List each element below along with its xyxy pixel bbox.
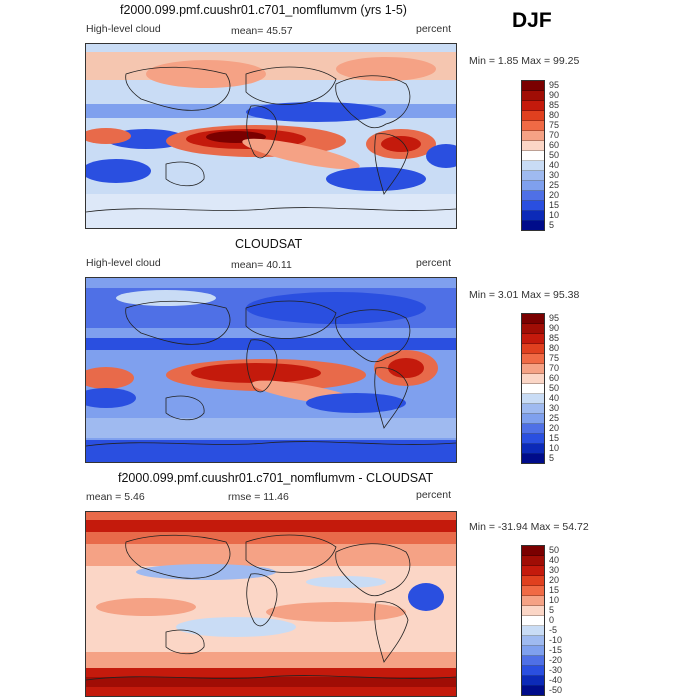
cbar3-label: -30: [549, 665, 563, 675]
cbar3-label: -20: [549, 655, 563, 665]
panel-3-mean: mean = 5.46: [86, 491, 145, 503]
cbar1-label: 25: [549, 180, 560, 190]
cbar1-label: 75: [549, 120, 560, 130]
cbar3-label: 40: [549, 555, 560, 565]
cbar1-label: 5: [549, 220, 555, 230]
cbar2-label: 60: [549, 373, 560, 383]
cbar2-label: 5: [549, 453, 555, 463]
cbar3-label: -50: [549, 685, 563, 695]
panel-3-title: f2000.099.pmf.cuushr01.c701_nomflumvm - …: [118, 471, 434, 485]
panel-1-mean: mean= 45.57: [231, 25, 293, 37]
cbar2-label: 85: [549, 333, 560, 343]
panel-2-colorbar: [521, 313, 545, 464]
cbar2-label: 50: [549, 383, 560, 393]
cbar2-label: 30: [549, 403, 560, 413]
panel-2-title: CLOUDSAT: [235, 237, 303, 251]
panel-1-title: f2000.099.pmf.cuushr01.c701_nomflumvm (y…: [120, 3, 407, 17]
cbar2-label: 90: [549, 323, 560, 333]
cbar1-label: 90: [549, 90, 560, 100]
panel-3-colorbar-labels: 50 40 30 20 15 10 5 0 -5 -10 -15 -20 -30…: [549, 545, 573, 695]
cbar3-label: -40: [549, 675, 563, 685]
panel-2-units: percent: [416, 257, 452, 269]
panel-1-minmax: Min = 1.85 Max = 99.25: [469, 55, 580, 67]
cbar2-label: 95: [549, 313, 560, 323]
season-label: DJF: [512, 9, 552, 32]
cbar2-label: 75: [549, 353, 560, 363]
cbar1-label: 15: [549, 200, 560, 210]
cbar3-label: -5: [549, 625, 558, 635]
panel-3-colorbar: [521, 545, 545, 696]
cbar1-label: 10: [549, 210, 560, 220]
cbar1-label: 50: [549, 150, 560, 160]
cbar3-label: 15: [549, 585, 560, 595]
panel-2-colorbar-labels: 95 90 85 80 75 70 60 50 40 30 25 20 15 1…: [549, 313, 569, 463]
cbar1-label: 60: [549, 140, 560, 150]
panel-1-units: percent: [416, 23, 452, 35]
cbar3-label: 5: [549, 605, 555, 615]
cbar2-label: 25: [549, 413, 560, 423]
panel-2-minmax: Min = 3.01 Max = 95.38: [469, 289, 580, 301]
cbar3-label: -10: [549, 635, 563, 645]
panel-3-rmse: rmse = 11.46: [228, 491, 289, 503]
cbar1-label: 95: [549, 80, 560, 90]
cbar2-label: 80: [549, 343, 560, 353]
cbar1-label: 80: [549, 110, 560, 120]
cbar3-label: 0: [549, 615, 555, 625]
cbar2-label: 70: [549, 363, 560, 373]
cbar3-label: 30: [549, 565, 560, 575]
cbar3-label: 10: [549, 595, 560, 605]
panel-3-units: percent: [416, 489, 452, 501]
panel-1-colorbar-labels: 95 90 85 80 75 70 60 50 40 30 25 20 15 1…: [549, 80, 569, 230]
cbar2-label: 10: [549, 443, 560, 453]
panel-3-map: [85, 511, 457, 697]
panel-2-variable-label: High-level cloud: [86, 257, 161, 269]
panel-2-map: [85, 277, 457, 463]
cbar1-label: 85: [549, 100, 560, 110]
cbar2-label: 20: [549, 423, 560, 433]
cbar1-label: 70: [549, 130, 560, 140]
panel-3-minmax: Min = -31.94 Max = 54.72: [469, 521, 589, 533]
cbar2-label: 15: [549, 433, 560, 443]
cbar2-label: 40: [549, 393, 560, 403]
cbar1-label: 30: [549, 170, 560, 180]
panel-2-mean: mean= 40.11: [231, 259, 292, 271]
cbar3-label: -15: [549, 645, 563, 655]
cbar1-label: 20: [549, 190, 560, 200]
cbar3-label: 50: [549, 545, 560, 555]
panel-1-colorbar: [521, 80, 545, 231]
panel-1-map: [85, 43, 457, 229]
cbar3-label: 20: [549, 575, 560, 585]
panel-1-variable-label: High-level cloud: [86, 23, 161, 35]
cbar1-label: 40: [549, 160, 560, 170]
